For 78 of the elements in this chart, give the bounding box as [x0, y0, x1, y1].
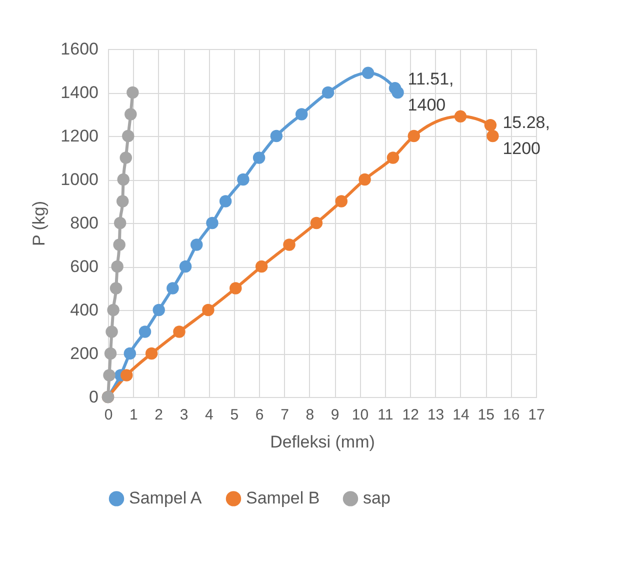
y-tick-label: 0 — [89, 388, 98, 406]
x-tick-label: 5 — [230, 406, 239, 424]
point — [295, 108, 308, 120]
y-tick-label: 1600 — [60, 40, 98, 58]
x-tick-label: 12 — [402, 406, 419, 424]
point — [219, 195, 232, 208]
point — [114, 216, 126, 230]
point — [124, 347, 136, 360]
point — [126, 86, 139, 99]
point — [106, 326, 118, 338]
x-tick-label: 14 — [452, 406, 470, 424]
x-tick-label: 9 — [330, 406, 340, 424]
point — [113, 238, 126, 251]
point — [310, 216, 323, 230]
point — [152, 304, 165, 316]
point — [124, 108, 137, 120]
point — [392, 86, 404, 99]
point — [122, 130, 134, 142]
point — [107, 304, 120, 316]
y-tick-label: 1200 — [60, 126, 98, 146]
x-tick-label: 1 — [130, 406, 138, 424]
x-tick-label: 3 — [180, 406, 188, 424]
annotation: 11.51, 1400 — [408, 70, 454, 114]
point — [179, 260, 192, 273]
point — [120, 152, 132, 164]
x-tick-label: 11 — [378, 406, 394, 424]
point — [145, 347, 158, 360]
point — [166, 282, 179, 294]
point — [255, 260, 268, 273]
point — [362, 66, 374, 80]
x-tick-label: 17 — [528, 406, 545, 424]
point — [486, 130, 499, 142]
point — [111, 260, 124, 273]
point — [173, 326, 186, 338]
point — [335, 195, 348, 208]
point — [110, 282, 122, 294]
y-tick-label: 600 — [70, 257, 98, 276]
point — [230, 282, 242, 294]
y-tick-label: 200 — [70, 344, 98, 363]
x-tick-label: 7 — [280, 406, 289, 424]
point — [120, 369, 133, 382]
point — [252, 152, 266, 164]
point — [117, 173, 130, 186]
y-tick-label: 800 — [70, 214, 98, 232]
point — [386, 152, 400, 164]
point — [138, 326, 152, 338]
point — [116, 195, 129, 208]
point — [190, 238, 203, 251]
point — [322, 86, 334, 99]
y-tick-label: 400 — [70, 300, 98, 320]
point — [206, 216, 218, 230]
x-tick-label: 15 — [478, 406, 494, 424]
legend-label: Sampel A — [129, 488, 202, 508]
point — [103, 369, 116, 382]
point — [283, 238, 296, 251]
legend-label: sap — [363, 488, 390, 508]
annotation: 15.28, 1200 — [502, 113, 550, 158]
point — [237, 173, 250, 186]
point — [408, 130, 420, 142]
point — [104, 347, 117, 360]
point — [454, 110, 467, 123]
y-axis-title: P (kg) — [30, 200, 49, 246]
x-tick-label: 13 — [427, 406, 444, 424]
x-tick-label: 6 — [255, 406, 264, 424]
point — [358, 173, 371, 186]
y-tick-label: 1000 — [60, 170, 98, 189]
x-axis-title: Defleksi (mm) — [270, 432, 375, 452]
x-tick-label: 8 — [306, 406, 314, 424]
x-tick-label: 10 — [352, 406, 369, 424]
y-tick-label: 1400 — [60, 83, 98, 102]
x-tick-label: 0 — [104, 406, 113, 424]
point — [484, 119, 497, 132]
legend-label: Sampel B — [246, 488, 320, 508]
x-tick-label: 4 — [205, 406, 214, 424]
point — [270, 130, 283, 142]
x-tick-label: 2 — [154, 406, 164, 424]
point — [202, 304, 214, 316]
x-tick-label: 16 — [502, 406, 520, 424]
